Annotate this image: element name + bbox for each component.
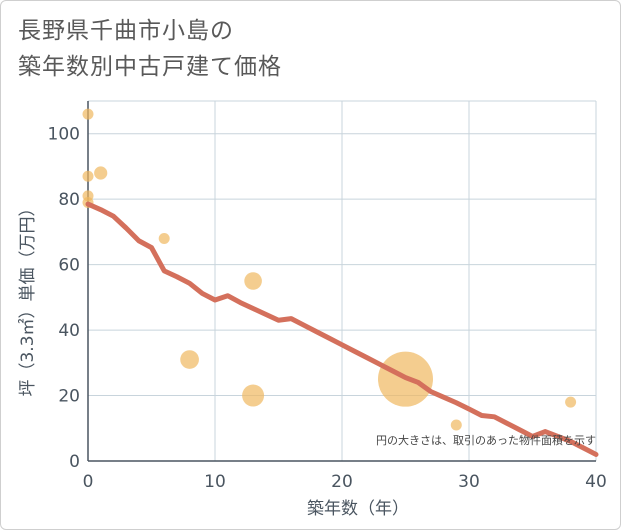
size-annotation: 円の大きさは、取引のあった物件面積を示す: [376, 433, 596, 447]
y-tick-label: 100: [48, 125, 80, 145]
data-point: [82, 170, 94, 182]
axis-ticks: 0 10 20 30 40 0 20 40 60 80 100: [48, 125, 607, 492]
data-point: [242, 384, 265, 407]
y-tick-label: 0: [69, 452, 80, 472]
data-point: [565, 396, 577, 408]
x-tick-label: 40: [585, 472, 607, 492]
chart-title-line-2: 築年数別中古戸建て価格: [18, 54, 282, 80]
grid-lines: [87, 100, 597, 462]
y-tick-label: 20: [58, 387, 80, 407]
chart-title-line-1: 長野県千曲市小島の: [18, 18, 234, 44]
data-point: [180, 350, 199, 369]
y-tick-label: 60: [58, 256, 80, 276]
x-axis-label: 築年数（年）: [307, 499, 409, 519]
data-point: [82, 108, 94, 120]
data-point: [450, 419, 462, 431]
data-point: [158, 232, 170, 244]
bubble-series: [82, 108, 577, 431]
y-tick-label: 40: [58, 321, 80, 341]
x-tick-label: 0: [83, 472, 94, 492]
data-point: [244, 272, 262, 290]
x-tick-label: 10: [204, 472, 226, 492]
x-tick-label: 20: [331, 472, 353, 492]
y-tick-label: 80: [58, 190, 80, 210]
y-axis-label: 坪（3.3㎡）単価（万円）: [18, 199, 38, 396]
x-tick-label: 30: [458, 472, 480, 492]
chart-title: 長野県千曲市小島の 築年数別中古戸建て価格: [18, 13, 282, 85]
data-point: [94, 166, 108, 180]
trend-line: [85, 201, 599, 457]
